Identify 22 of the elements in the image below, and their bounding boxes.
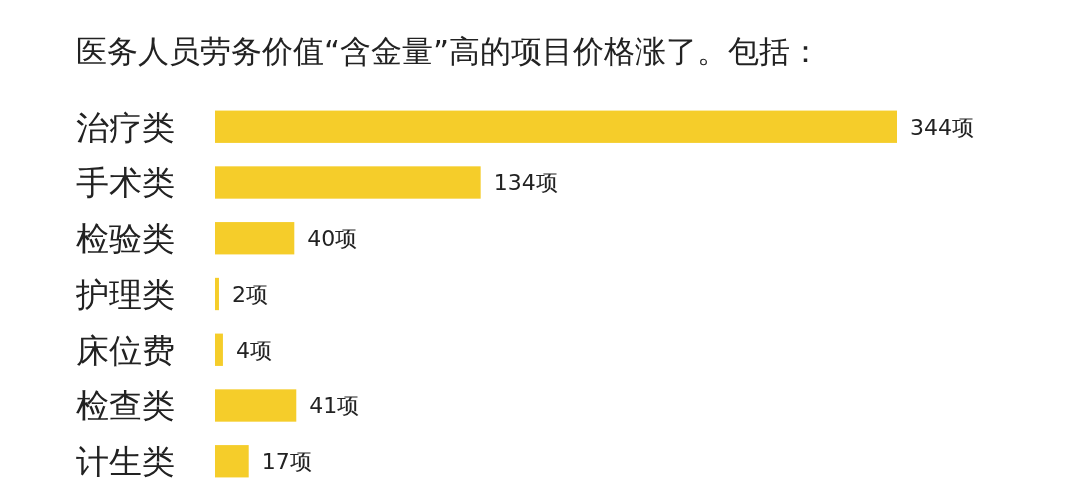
y-tick-label: 床位费 [76,330,175,370]
y-tick-label: 检查类 [76,386,175,426]
bar [215,333,223,366]
data-label: 2项 [231,281,268,307]
chart-title: 医务人员劳务价值“含金量”高的项目价格涨了。包括： [76,33,822,69]
data-label: 41项 [309,393,360,419]
y-tick-label: 计生类 [76,442,175,482]
data-label: 134项 [493,170,558,196]
y-tick-label: 护理类 [75,274,175,314]
y-tick-label: 治疗类 [76,107,175,147]
data-label: 40项 [307,226,358,252]
bar [215,389,297,422]
bar [215,277,219,311]
data-label: 4项 [235,337,272,363]
bar [215,166,481,199]
data-label: 344项 [910,114,974,140]
data-label: 17项 [261,449,312,475]
bar [215,222,295,255]
y-tick-label: 手术类 [76,163,175,203]
y-tick-label: 检验类 [76,219,175,259]
bar [215,445,249,478]
bar [215,110,897,143]
